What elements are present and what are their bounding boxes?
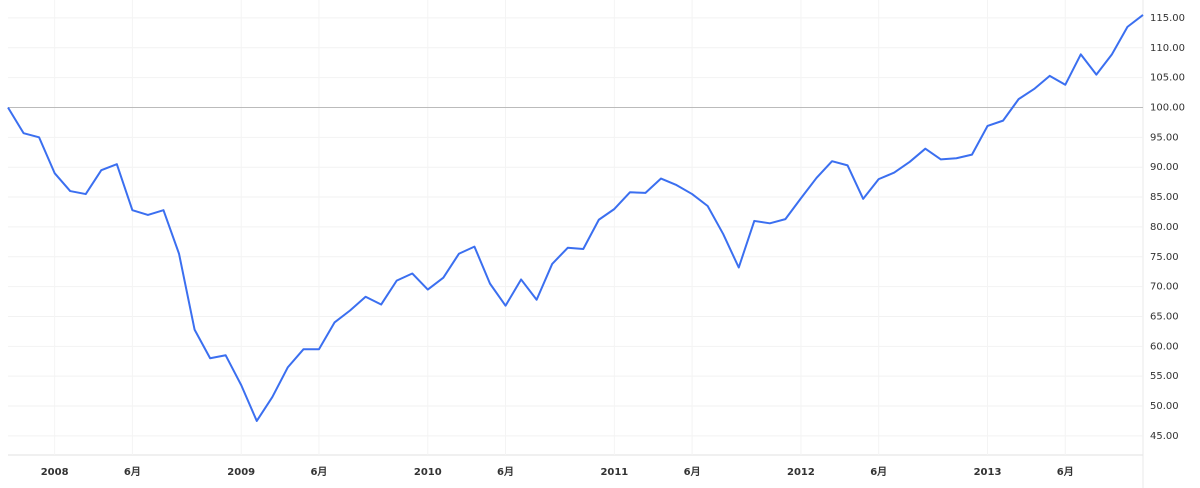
x-tick-label: 6月 [1057, 466, 1074, 478]
y-tick-label: 60.00 [1150, 341, 1179, 352]
y-tick-label: 50.00 [1150, 401, 1179, 412]
x-tick-label: 6月 [870, 466, 887, 478]
x-tick-label: 6月 [310, 466, 327, 478]
x-tick-label: 2013 [974, 467, 1002, 478]
data-line [7, 14, 1144, 422]
y-tick-label: 55.00 [1150, 371, 1179, 382]
x-tick-label: 2008 [41, 467, 69, 478]
x-tick-label: 6月 [124, 466, 141, 478]
y-tick-label: 70.00 [1150, 282, 1179, 293]
x-tick-label: 2011 [600, 467, 628, 478]
y-tick-label: 75.00 [1150, 252, 1179, 263]
y-tick-label: 80.00 [1150, 222, 1179, 233]
x-tick-label: 2010 [414, 467, 442, 478]
x-tick-label: 2012 [787, 467, 815, 478]
y-tick-label: 95.00 [1150, 132, 1179, 143]
y-tick-label: 90.00 [1150, 162, 1179, 173]
x-tick-label: 6月 [684, 466, 701, 478]
y-tick-label: 115.00 [1150, 13, 1185, 24]
y-tick-label: 65.00 [1150, 311, 1179, 322]
y-tick-label: 85.00 [1150, 192, 1179, 203]
y-tick-label: 110.00 [1150, 43, 1185, 54]
y-tick-label: 105.00 [1150, 73, 1185, 84]
x-tick-label: 6月 [497, 466, 514, 478]
x-tick-label: 2009 [227, 467, 255, 478]
y-tick-label: 100.00 [1150, 102, 1185, 113]
y-tick-label: 45.00 [1150, 431, 1179, 442]
